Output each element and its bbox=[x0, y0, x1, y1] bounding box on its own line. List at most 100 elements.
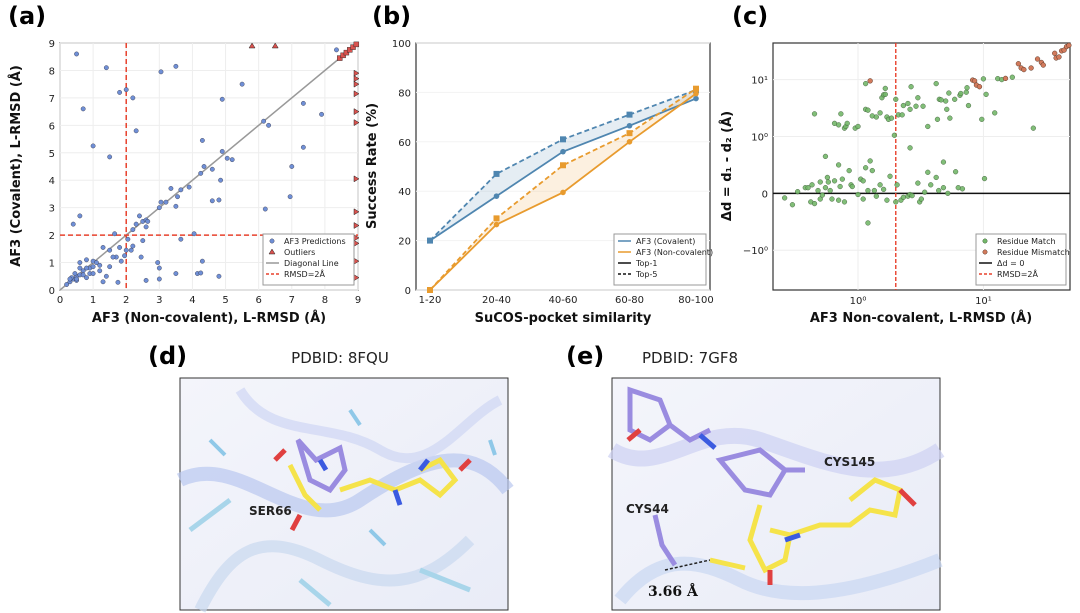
residue-label-ser66: SER66 bbox=[249, 504, 292, 518]
data-point bbox=[493, 221, 500, 228]
data-point bbox=[626, 111, 633, 118]
data-point-match bbox=[913, 103, 919, 109]
panel-label-e: (e) bbox=[566, 342, 604, 370]
legend-label: Outliers bbox=[284, 248, 315, 257]
outlier-marker bbox=[343, 49, 350, 56]
data-point-match bbox=[928, 182, 934, 188]
data-point bbox=[693, 95, 699, 102]
x-tick-label: 10⁰ bbox=[850, 296, 867, 307]
outlier-marker bbox=[347, 47, 353, 53]
outlier-marker bbox=[353, 80, 360, 88]
outlier-marker bbox=[353, 90, 360, 98]
data-point bbox=[130, 227, 136, 233]
data-point bbox=[122, 253, 127, 259]
data-point-match bbox=[835, 162, 842, 168]
data-point bbox=[218, 177, 223, 183]
data-point bbox=[77, 213, 83, 219]
y-tick-label: 60 bbox=[398, 138, 411, 149]
data-point-match bbox=[846, 167, 852, 174]
data-point-match bbox=[909, 192, 915, 199]
x-tick-label: 0 bbox=[57, 295, 63, 306]
data-point bbox=[74, 51, 79, 57]
data-point-match bbox=[860, 178, 866, 184]
data-point-match bbox=[805, 185, 811, 191]
data-point-match bbox=[822, 185, 829, 191]
data-point-match bbox=[794, 189, 801, 195]
y-tick-label: 0 bbox=[405, 286, 411, 297]
data-point-match bbox=[934, 116, 941, 123]
data-point bbox=[198, 270, 204, 276]
data-point-match bbox=[943, 98, 949, 104]
data-point-mismatch bbox=[1015, 61, 1022, 67]
chart-c: 10⁰ 10¹ −10⁰ 0 10⁰ 10¹ Residue Match Residue Mi… bbox=[743, 42, 1072, 307]
data-point-match bbox=[920, 103, 926, 109]
data-point bbox=[117, 90, 123, 95]
data-point bbox=[143, 224, 149, 230]
structure-d-title: PDBID: 8FQU bbox=[291, 349, 389, 367]
data-point bbox=[118, 258, 124, 264]
data-point bbox=[198, 170, 204, 176]
data-point bbox=[90, 271, 96, 276]
outlier-marker bbox=[350, 44, 356, 50]
data-point-match bbox=[855, 123, 861, 130]
data-point bbox=[97, 268, 103, 274]
data-point-match bbox=[925, 123, 931, 130]
data-point bbox=[107, 154, 113, 160]
data-point-match bbox=[983, 91, 989, 98]
x-tick-label: 8 bbox=[322, 295, 328, 306]
data-point-match bbox=[873, 193, 879, 199]
data-point-match bbox=[952, 169, 959, 175]
data-point-match bbox=[965, 102, 972, 109]
structures-row: (d) PDBID: 8FQU SER66 (e) PDBID: 7GF8 CY… bbox=[148, 342, 945, 613]
chart-c-ylabel: Δd = d₁ - d₂ (Å) bbox=[719, 111, 735, 221]
data-point bbox=[262, 206, 268, 212]
data-point bbox=[626, 139, 633, 145]
data-point-match bbox=[936, 187, 942, 194]
data-point-match bbox=[959, 186, 966, 192]
x-tick-label: 1 bbox=[90, 295, 96, 306]
y-tick-label: 7 bbox=[49, 94, 55, 105]
data-point-match bbox=[869, 167, 875, 174]
data-point-mismatch bbox=[1052, 50, 1058, 56]
data-point bbox=[693, 90, 699, 97]
outlier-marker bbox=[353, 222, 360, 229]
data-point bbox=[186, 184, 192, 190]
data-point bbox=[300, 144, 306, 150]
data-point bbox=[77, 265, 83, 271]
data-point-match bbox=[862, 80, 869, 87]
data-point-match bbox=[946, 90, 952, 96]
data-point bbox=[427, 287, 433, 293]
data-point bbox=[178, 187, 184, 193]
data-point bbox=[133, 128, 139, 134]
data-point-mismatch bbox=[1028, 65, 1034, 71]
data-point-match bbox=[891, 132, 898, 138]
data-point-match bbox=[981, 175, 988, 182]
outlier-marker bbox=[353, 69, 360, 77]
data-point-match bbox=[944, 106, 950, 112]
x-tick-label: 6 bbox=[255, 295, 261, 306]
data-point-match bbox=[887, 173, 893, 179]
outlier-marker bbox=[340, 52, 346, 59]
data-point bbox=[107, 264, 113, 270]
data-point bbox=[626, 130, 633, 137]
data-point-match bbox=[922, 189, 928, 195]
data-point bbox=[560, 148, 566, 155]
data-point bbox=[173, 271, 179, 276]
y-tick-label: 80 bbox=[398, 88, 411, 99]
data-point bbox=[80, 272, 86, 278]
data-point-match bbox=[888, 115, 895, 121]
y-tick-label: 0 bbox=[762, 189, 768, 200]
data-point bbox=[112, 231, 118, 237]
data-point-match bbox=[781, 195, 788, 201]
panel-label-d: (d) bbox=[148, 342, 187, 370]
data-point bbox=[84, 265, 89, 271]
data-point-match bbox=[819, 192, 826, 198]
data-point-match bbox=[871, 187, 878, 194]
data-point-match bbox=[905, 100, 911, 107]
data-point-match bbox=[809, 182, 815, 188]
data-point bbox=[201, 164, 207, 169]
data-point bbox=[90, 143, 96, 149]
data-point bbox=[216, 197, 222, 203]
data-point-match bbox=[815, 187, 821, 194]
data-point-match bbox=[900, 194, 907, 200]
